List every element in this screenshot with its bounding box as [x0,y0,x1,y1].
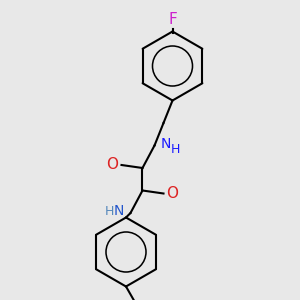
Text: O: O [106,158,119,172]
Text: F: F [168,12,177,27]
Text: N: N [113,205,124,218]
Text: H: H [105,205,114,218]
Text: H: H [171,143,180,157]
Text: O: O [167,186,178,201]
Text: N: N [161,137,172,151]
